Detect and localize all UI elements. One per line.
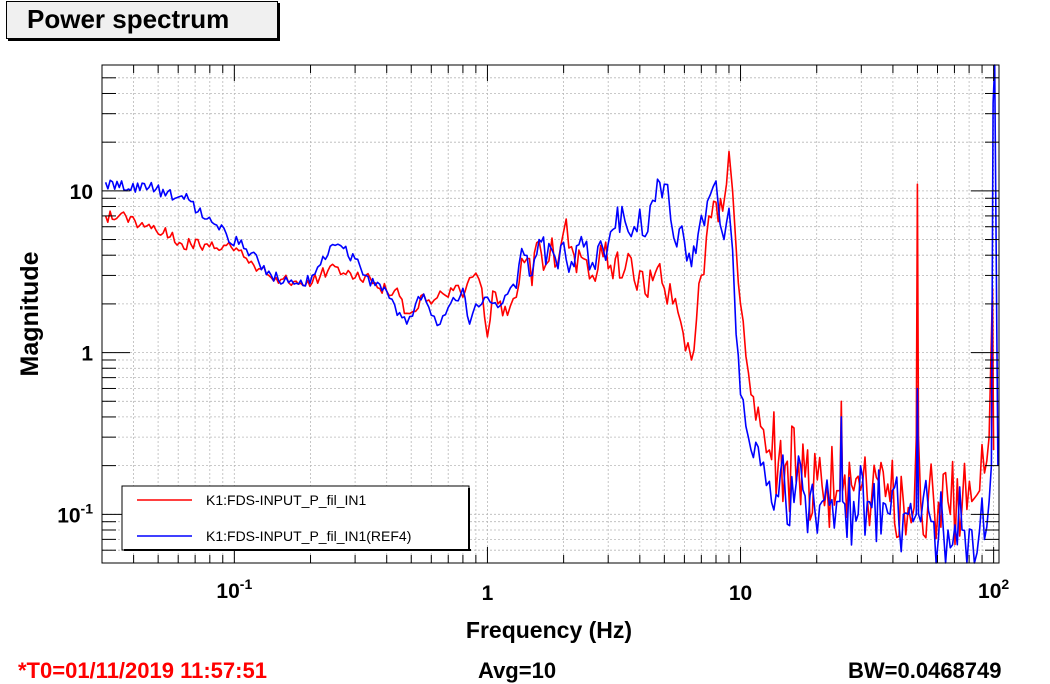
legend-label-series-1: K1:FDS-INPUT_P_fil_IN1	[206, 492, 366, 508]
tick-labels: 10-1 1 10 102 10-1 1 10	[57, 181, 1009, 605]
series-line-1	[104, 150, 995, 546]
plot-series	[104, 64, 999, 564]
y-tick-label: 1	[81, 343, 93, 366]
y-tick-label: 10-1	[57, 500, 93, 527]
legend: K1:FDS-INPUT_P_fil_IN1 K1:FDS-INPUT_P_fi…	[121, 485, 471, 551]
series-line-2	[104, 64, 999, 564]
y-tick-label: 10	[70, 181, 93, 204]
axis-ticks	[101, 64, 999, 564]
average-count: Avg=10	[478, 658, 557, 683]
plot-frame	[101, 64, 1000, 564]
x-tick-label: 10-1	[216, 576, 252, 603]
chart-title: Power spectrum	[6, 1, 278, 39]
bandwidth: BW=0.0468749	[848, 658, 1002, 683]
x-tick-label: 1	[482, 582, 494, 605]
x-tick-label: 102	[978, 576, 1009, 603]
x-tick-label: 10	[729, 582, 752, 605]
y-axis-label: Magnitude	[16, 251, 44, 376]
legend-label-series-2: K1:FDS-INPUT_P_fil_IN1(REF4)	[206, 528, 411, 544]
t0-timestamp: *T0=01/11/2019 11:57:51	[18, 658, 267, 683]
x-axis-label: Frequency (Hz)	[466, 617, 632, 643]
legend-box	[121, 485, 470, 551]
